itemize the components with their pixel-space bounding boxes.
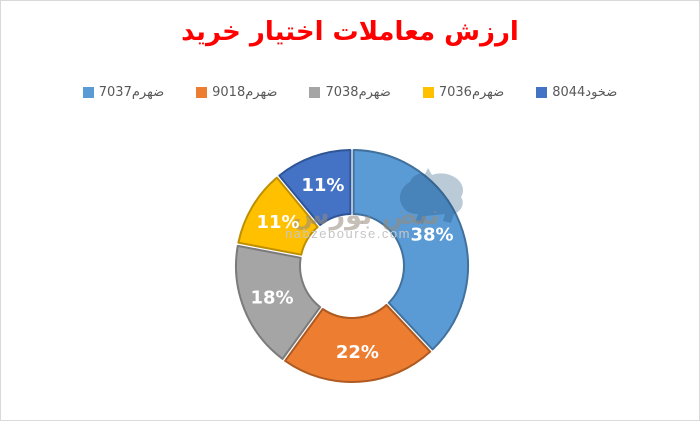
bull-watermark-icon [399, 168, 464, 224]
donut-data-labels: 38% 22% 18% 11%11% [250, 175, 453, 363]
legend-label: ضهرم7038 [325, 85, 391, 100]
donut-slice-2 [235, 244, 322, 360]
data-label-0: 38% [410, 224, 453, 245]
donut-slice-3 [237, 176, 319, 256]
legend-label: ضخود8044 [552, 85, 618, 100]
data-label-1: 22% [336, 342, 379, 363]
chart-legend: ضهرم7037 ضهرم9018 ضهرم7038 ضهرم7036 ضخود8044 [1, 85, 699, 100]
legend-swatch-icon [309, 87, 321, 98]
legend-item-0: ضهرم7037 [82, 85, 165, 100]
donut-slice-1 [284, 303, 432, 383]
data-label-3: 11% [256, 212, 299, 233]
legend-swatch-icon [422, 87, 434, 98]
legend-label: ضهرم7037 [98, 85, 165, 100]
legend-label: ضهرم9018 [212, 85, 278, 100]
legend-swatch-icon [82, 87, 94, 98]
donut-slice-0 [352, 149, 469, 351]
chart-title: ارزش معاملات اختیار خرید [181, 17, 519, 47]
legend-item-4: ضخود8044 [536, 85, 617, 100]
legend-item-2: ضهرم7038 [309, 85, 391, 100]
data-label-2: 18% [250, 288, 293, 309]
legend-swatch-icon [536, 87, 548, 98]
legend-label: ضهرم7036 [438, 85, 505, 100]
donut-slices [235, 149, 469, 383]
donut-slice-4 [278, 149, 352, 226]
data-label-4: 11% [301, 175, 344, 196]
legend-swatch-icon [196, 87, 208, 98]
watermark-logo-text: نبض بورس [292, 200, 439, 231]
watermark-domain-text: nabzebourse.com [285, 226, 411, 241]
legend-item-3: ضهرم7036 [422, 85, 505, 100]
legend-item-1: ضهرم9018 [196, 85, 277, 100]
